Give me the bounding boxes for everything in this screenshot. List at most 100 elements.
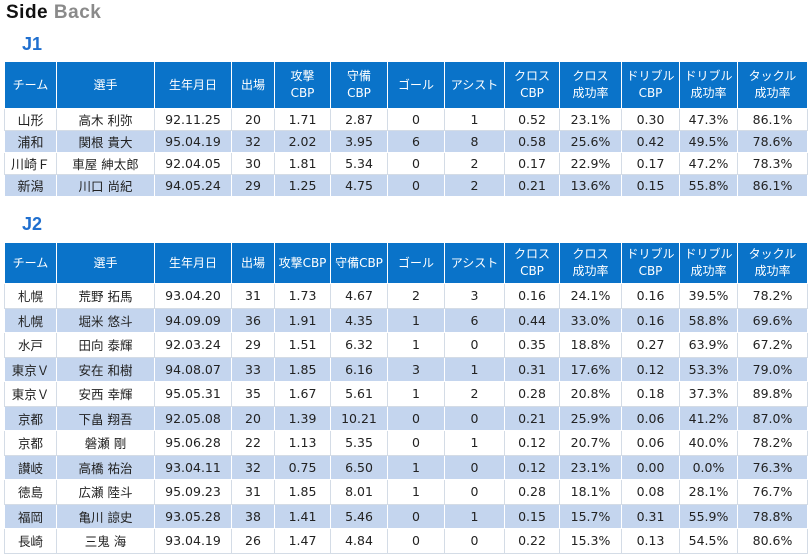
header-dribble-cbp: ドリブル CBP [621, 61, 680, 109]
cell-attack-cbp: 1.67 [274, 381, 331, 407]
cell-attack-cbp: 1.39 [274, 405, 331, 431]
cell-defense-cbp: 4.67 [330, 283, 388, 309]
cell-appearances: 31 [231, 283, 275, 309]
cell-cross-cbp: 0.52 [504, 108, 560, 131]
cell-appearances: 22 [231, 430, 275, 456]
header-dribble-success-rate-line: 成功率 [690, 264, 727, 278]
cell-appearances: 31 [231, 479, 275, 505]
cell-player: 関根 貴大 [56, 130, 155, 153]
header-tackle-success-rate-line: 成功率 [754, 86, 791, 100]
cell-tackle-success-rate: 78.2% [737, 430, 808, 456]
header-birthdate-line: 生年月日 [168, 77, 217, 92]
cell-appearances: 32 [231, 130, 275, 153]
cell-team: 京都 [4, 405, 57, 431]
cell-team: 浦和 [4, 130, 57, 153]
table-row: 札幌 堀米 悠斗 94.09.09 36 1.91 4.35 1 6 0.44 33.0% 0.16… [4, 307, 808, 333]
header-dribble-success-rate-line: ドリブル [684, 247, 733, 261]
cell-birthdate: 93.04.20 [154, 283, 232, 309]
cell-player: 安西 幸輝 [56, 381, 155, 407]
section-label-j1: J1 [22, 34, 43, 54]
table-row: 川崎Ｆ 車屋 紳太郎 92.04.05 30 1.81 5.34 0 2 0.17 22.9% 0.… [4, 152, 808, 175]
cell-tackle-success-rate: 78.2% [737, 283, 808, 309]
table-row: 長崎 三鬼 海 93.04.19 26 1.47 4.84 0 0 0.22 15.3% 0.13 5… [4, 528, 808, 554]
cell-birthdate: 92.04.05 [154, 152, 232, 175]
cell-dribble-cbp: 0.17 [621, 152, 680, 175]
cell-goals: 2 [387, 283, 445, 309]
header-defense-cbp: 守備CBP [330, 242, 388, 284]
cell-defense-cbp: 4.35 [330, 307, 388, 333]
cell-dribble-success-rate: 40.0% [679, 430, 738, 456]
cell-defense-cbp: 2.87 [330, 108, 388, 131]
cell-appearances: 20 [231, 405, 275, 431]
header-birthdate: 生年月日 [154, 61, 232, 109]
cell-dribble-cbp: 0.13 [621, 528, 680, 554]
cell-dribble-success-rate: 53.3% [679, 356, 738, 382]
cell-team: 長崎 [4, 528, 57, 554]
cell-dribble-cbp: 0.06 [621, 430, 680, 456]
cell-team: 徳島 [4, 479, 57, 505]
cell-goals: 1 [387, 479, 445, 505]
cell-assists: 0 [444, 479, 505, 505]
cell-defense-cbp: 4.84 [330, 528, 388, 554]
cell-dribble-cbp: 0.08 [621, 479, 680, 505]
cell-birthdate: 92.05.08 [154, 405, 232, 431]
header-assists: アシスト [444, 61, 505, 109]
cell-attack-cbp: 1.47 [274, 528, 331, 554]
cell-cross-cbp: 0.31 [504, 356, 560, 382]
cell-appearances: 32 [231, 454, 275, 480]
cell-defense-cbp: 5.46 [330, 503, 388, 529]
cell-dribble-cbp: 0.18 [621, 381, 680, 407]
header-player-line: 選手 [93, 255, 118, 270]
cell-tackle-success-rate: 67.2% [737, 332, 808, 358]
cell-team: 福岡 [4, 503, 57, 529]
cell-defense-cbp: 6.50 [330, 454, 388, 480]
cell-cross-cbp: 0.17 [504, 152, 560, 175]
cell-cross-cbp: 0.28 [504, 479, 560, 505]
header-tackle-success-rate: タックル 成功率 [737, 61, 808, 109]
page-title-word-1: Side [6, 2, 49, 23]
cell-appearances: 20 [231, 108, 275, 131]
cell-player: 下畠 翔吾 [56, 405, 155, 431]
cell-cross-cbp: 0.12 [504, 454, 560, 480]
cell-cross-success-rate: 24.1% [559, 283, 622, 309]
cell-cross-success-rate: 23.1% [559, 108, 622, 131]
cell-assists: 1 [444, 430, 505, 456]
header-dribble-cbp-line: CBP [638, 86, 663, 100]
cell-birthdate: 93.04.19 [154, 528, 232, 554]
cell-appearances: 38 [231, 503, 275, 529]
cell-birthdate: 95.04.19 [154, 130, 232, 153]
table-row: 水戸 田向 泰輝 92.03.24 29 1.51 6.32 1 0 0.35 18.8% 0.27… [4, 332, 808, 358]
cell-player: 三鬼 海 [56, 528, 155, 554]
header-cross-cbp-line: CBP [520, 86, 544, 100]
cell-dribble-cbp: 0.16 [621, 283, 680, 309]
cell-attack-cbp: 0.75 [274, 454, 331, 480]
cell-player: 高木 利弥 [56, 108, 155, 131]
header-team-line: チーム [12, 77, 49, 92]
cell-defense-cbp: 10.21 [330, 405, 388, 431]
cell-cross-cbp: 0.22 [504, 528, 560, 554]
cell-goals: 1 [387, 381, 445, 407]
cell-assists: 6 [444, 307, 505, 333]
cell-attack-cbp: 2.02 [274, 130, 331, 153]
cell-defense-cbp: 6.32 [330, 332, 388, 358]
cell-team: 東京Ｖ [4, 356, 57, 382]
header-player-line: 選手 [93, 77, 118, 92]
cell-team: 札幌 [4, 283, 57, 309]
cell-birthdate: 93.04.11 [154, 454, 232, 480]
header-cross-cbp-line: CBP [520, 264, 544, 278]
cell-attack-cbp: 1.71 [274, 108, 331, 131]
cell-goals: 0 [387, 405, 445, 431]
cell-tackle-success-rate: 89.8% [737, 381, 808, 407]
cell-appearances: 26 [231, 528, 275, 554]
header-attack-cbp-line: CBP [290, 86, 315, 100]
header-dribble-cbp: ドリブル CBP [621, 242, 680, 284]
cell-cross-cbp: 0.44 [504, 307, 560, 333]
cell-appearances: 35 [231, 381, 275, 407]
cell-birthdate: 95.05.31 [154, 381, 232, 407]
cell-dribble-success-rate: 39.5% [679, 283, 738, 309]
stats-table-j2: チーム 選手 生年月日 出場 攻撃CBP 守備CBP ゴール アシスト クロス CBP クロス 成功率… [4, 242, 808, 554]
cell-tackle-success-rate: 87.0% [737, 405, 808, 431]
cell-birthdate: 94.08.07 [154, 356, 232, 382]
cell-tackle-success-rate: 86.1% [737, 174, 808, 197]
cell-attack-cbp: 1.51 [274, 332, 331, 358]
